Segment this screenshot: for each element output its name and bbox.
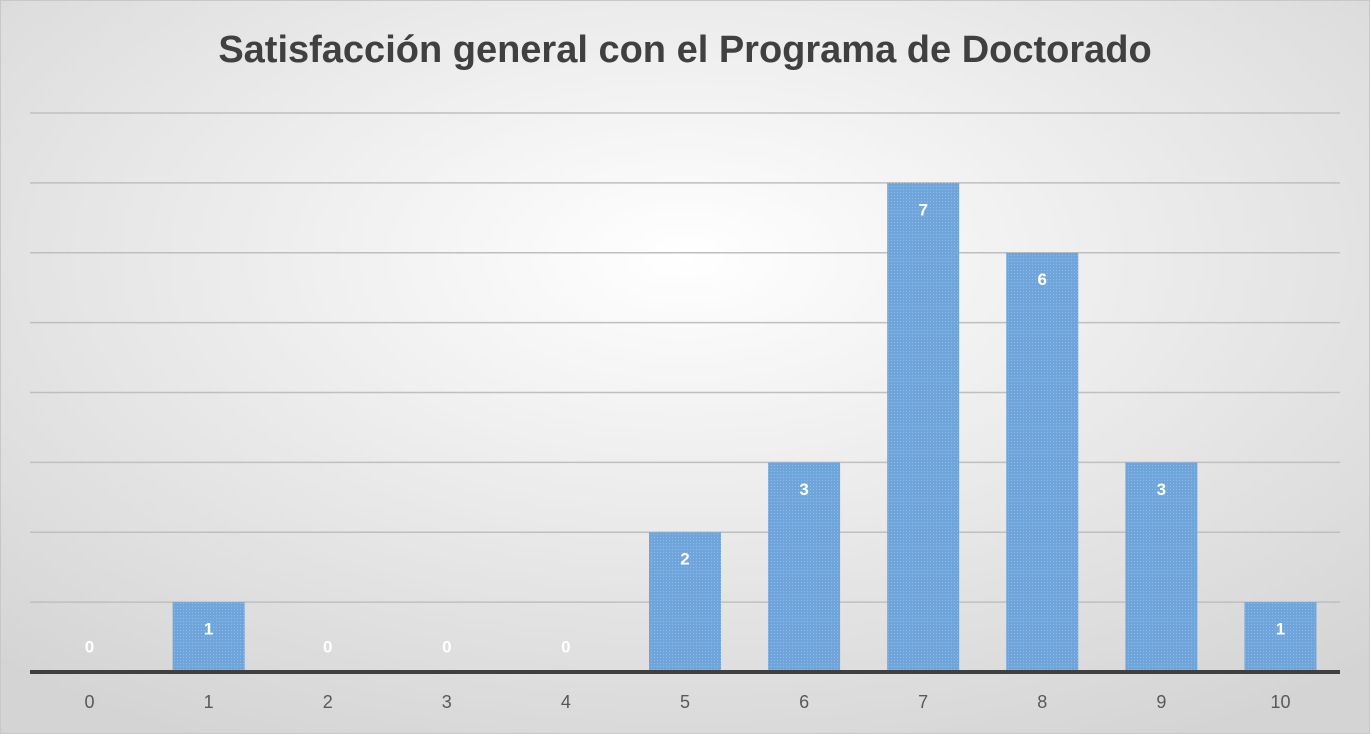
x-tick-label: 3 — [442, 692, 452, 712]
data-label: 3 — [1157, 480, 1166, 499]
bar — [887, 182, 960, 672]
chart-title: Satisfacción general con el Programa de … — [218, 29, 1151, 71]
x-tick-label: 9 — [1156, 692, 1166, 712]
bar — [1006, 252, 1079, 672]
data-label: 2 — [680, 550, 689, 569]
x-tick-label: 8 — [1037, 692, 1047, 712]
x-tick-label: 6 — [799, 692, 809, 712]
data-label: 6 — [1038, 270, 1047, 289]
x-tick-label: 10 — [1270, 692, 1290, 712]
data-label: 0 — [85, 637, 94, 656]
bar — [649, 532, 721, 672]
data-label: 3 — [799, 480, 808, 499]
data-label: 0 — [323, 637, 332, 656]
bar — [172, 602, 245, 672]
bar — [768, 462, 841, 672]
data-label: 7 — [918, 200, 927, 219]
x-tick-label: 5 — [680, 692, 690, 712]
x-tick-label: 0 — [85, 692, 95, 712]
bar — [1125, 462, 1198, 672]
data-label: 1 — [204, 620, 213, 639]
x-tick-label: 2 — [323, 692, 333, 712]
x-tick-label: 7 — [918, 692, 928, 712]
data-label: 1 — [1276, 620, 1285, 639]
data-label: 0 — [442, 637, 451, 656]
x-tick-label: 1 — [204, 692, 214, 712]
bar — [1244, 602, 1317, 672]
data-label: 0 — [561, 637, 570, 656]
x-tick-label: 4 — [561, 692, 571, 712]
